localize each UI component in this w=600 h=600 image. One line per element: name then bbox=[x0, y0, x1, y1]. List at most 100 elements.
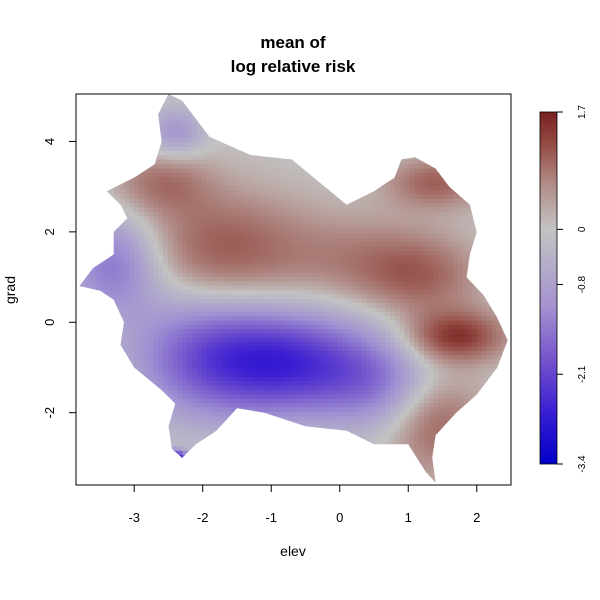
chart-title-line1: mean of bbox=[260, 33, 326, 52]
heatmap-cell bbox=[153, 206, 159, 212]
heatmap-cell bbox=[322, 471, 328, 477]
heatmap-cell bbox=[105, 471, 111, 477]
heatmap-cell bbox=[225, 111, 232, 117]
heatmap-cell bbox=[79, 267, 82, 273]
heatmap-cell bbox=[196, 172, 203, 178]
heatmap-cell bbox=[143, 233, 150, 238]
heatmap-cell bbox=[192, 280, 198, 286]
heatmap-cell bbox=[201, 246, 208, 251]
heatmap-cell bbox=[196, 237, 203, 243]
heatmap-cell bbox=[119, 124, 125, 130]
heatmap-cell bbox=[259, 398, 266, 404]
heatmap-cell bbox=[288, 102, 295, 108]
heatmap-cell bbox=[327, 332, 333, 338]
heatmap-cell bbox=[216, 246, 222, 251]
heatmap-cell bbox=[230, 458, 237, 464]
heatmap-cell bbox=[138, 263, 145, 269]
heatmap-cell bbox=[269, 328, 275, 334]
heatmap-cell bbox=[196, 445, 203, 451]
heatmap-cell bbox=[250, 198, 256, 204]
heatmap-cell bbox=[119, 154, 125, 160]
heatmap-cell bbox=[303, 437, 309, 443]
heatmap-cell bbox=[163, 215, 169, 221]
heatmap-cell bbox=[158, 228, 164, 234]
heatmap-cell bbox=[317, 406, 324, 412]
heatmap-cell bbox=[332, 272, 338, 278]
heatmap-cell bbox=[105, 424, 111, 430]
heatmap-cell bbox=[158, 98, 164, 104]
heatmap-cell bbox=[337, 280, 343, 286]
heatmap-cell bbox=[293, 172, 299, 178]
heatmap-cell bbox=[192, 267, 198, 273]
heatmap-cell bbox=[317, 198, 324, 204]
heatmap-cell bbox=[250, 111, 256, 117]
heatmap-cell bbox=[337, 289, 343, 295]
heatmap-cell bbox=[105, 337, 111, 343]
heatmap-cell bbox=[269, 411, 275, 417]
heatmap-cell bbox=[341, 293, 348, 299]
heatmap-cell bbox=[288, 476, 295, 482]
heatmap-cell bbox=[312, 263, 319, 269]
heatmap-cell bbox=[235, 246, 241, 251]
heatmap-cell bbox=[201, 150, 208, 156]
heatmap-cell bbox=[187, 398, 193, 404]
heatmap-cell bbox=[264, 454, 270, 460]
heatmap-cell bbox=[317, 285, 324, 291]
heatmap-cell bbox=[105, 376, 111, 382]
heatmap-cell bbox=[138, 211, 145, 217]
heatmap-cell bbox=[129, 311, 135, 317]
heatmap-cell bbox=[124, 328, 130, 334]
heatmap-cell bbox=[167, 363, 174, 369]
heatmap-cell bbox=[341, 372, 348, 377]
heatmap-cell bbox=[337, 354, 343, 360]
heatmap-cell bbox=[221, 141, 227, 147]
heatmap-cell bbox=[192, 302, 198, 308]
heatmap-cell bbox=[230, 315, 237, 321]
heatmap-cell bbox=[167, 285, 174, 291]
heatmap-cell bbox=[79, 150, 82, 156]
heatmap-cell bbox=[269, 111, 275, 117]
heatmap-cell bbox=[153, 367, 159, 373]
heatmap-cell bbox=[279, 372, 285, 377]
heatmap-cell bbox=[182, 163, 188, 169]
heatmap-cell bbox=[201, 280, 208, 286]
heatmap-cell bbox=[341, 319, 348, 325]
heatmap-cell bbox=[119, 111, 125, 117]
heatmap-cell bbox=[80, 367, 87, 373]
heatmap-cell bbox=[177, 319, 183, 325]
heatmap-cell bbox=[129, 137, 135, 143]
heatmap-cell bbox=[303, 289, 309, 295]
heatmap-cell bbox=[148, 176, 154, 182]
heatmap-cell bbox=[109, 367, 116, 373]
heatmap-cell bbox=[158, 389, 164, 395]
heatmap-cell bbox=[245, 458, 251, 464]
heatmap-cell bbox=[259, 211, 266, 217]
heatmap-cell bbox=[269, 189, 275, 195]
heatmap-cell bbox=[177, 111, 183, 117]
heatmap-cell bbox=[119, 98, 125, 104]
heatmap-cell bbox=[192, 359, 198, 364]
heatmap-cell bbox=[254, 102, 261, 108]
heatmap-cell bbox=[269, 311, 275, 317]
heatmap-cell bbox=[293, 393, 299, 399]
heatmap-cell bbox=[298, 389, 304, 395]
heatmap-cell bbox=[303, 367, 309, 373]
heatmap-cell bbox=[303, 341, 309, 347]
heatmap-cell bbox=[269, 250, 275, 256]
heatmap-cell bbox=[225, 180, 232, 186]
heatmap-cell bbox=[182, 385, 188, 391]
heatmap-cell bbox=[138, 458, 145, 464]
heatmap-cell bbox=[303, 172, 309, 178]
heatmap-cell bbox=[303, 237, 309, 243]
heatmap-cell bbox=[177, 185, 183, 191]
heatmap-cell bbox=[250, 445, 256, 451]
heatmap-cell bbox=[192, 172, 198, 178]
heatmap-cell bbox=[192, 445, 198, 451]
heatmap-cell bbox=[134, 293, 140, 299]
heatmap-cell bbox=[269, 389, 275, 395]
heatmap-cell bbox=[90, 341, 96, 347]
heatmap-cell bbox=[279, 102, 285, 108]
heatmap-cell bbox=[303, 189, 309, 195]
heatmap-cell bbox=[187, 441, 193, 447]
heatmap-cell bbox=[206, 233, 212, 238]
